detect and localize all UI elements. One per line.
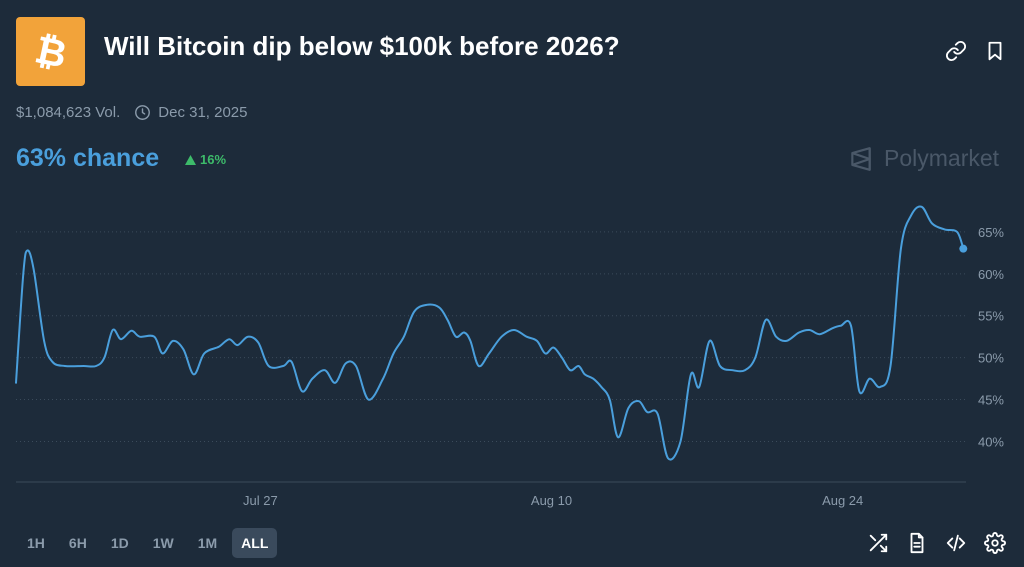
series-line	[15, 205, 965, 461]
brand-name: Polymarket	[884, 145, 1000, 171]
end-date-text: Dec 31, 2025	[158, 104, 248, 121]
x-tick-label: Aug 24	[822, 493, 863, 508]
volume-text: $1,084,623 Vol.	[16, 104, 121, 121]
shuffle-icon[interactable]	[867, 532, 889, 554]
polymarket-brand: Polymarket	[848, 145, 999, 172]
bookmark-icon[interactable]	[984, 40, 1006, 62]
embed-code-icon[interactable]	[945, 532, 967, 554]
polymarket-logo-icon	[851, 146, 871, 171]
timeframe-1w-button[interactable]: 1W	[152, 535, 174, 551]
timeframe-6h-button[interactable]: 6H	[68, 535, 87, 551]
timeframe-1h-button[interactable]: 1H	[27, 535, 45, 551]
bitcoin-icon: ₿	[31, 29, 70, 75]
market-title: Will Bitcoin dip below $100k before 2026…	[104, 31, 620, 61]
timeframe-selector: 1H 6H 1D 1W 1M ALL	[18, 528, 278, 558]
y-tick-label: 40%	[978, 434, 1004, 449]
change-value: 16%	[200, 152, 227, 167]
y-axis-ticks: 40% 45% 50% 55% 60% 65%	[978, 225, 1004, 450]
x-tick-label: Jul 27	[243, 493, 278, 508]
settings-icon[interactable]	[984, 532, 1006, 554]
y-tick-label: 45%	[978, 393, 1004, 408]
last-point	[959, 244, 968, 253]
document-icon[interactable]	[906, 532, 928, 554]
y-tick-label: 55%	[978, 309, 1004, 324]
market-meta: $1,084,623 Vol. Dec 31, 2025	[16, 104, 248, 121]
x-axis-ticks: Jul 27 Aug 10 Aug 24	[243, 493, 863, 508]
price-chart[interactable]: 40% 45% 50% 55% 60% 65% Jul 27 Aug 10 Aug 24	[0, 190, 1024, 520]
clock-icon	[135, 105, 151, 120]
x-tick-label: Aug 10	[531, 493, 572, 508]
y-tick-label: 60%	[978, 267, 1004, 282]
timeframe-all-button[interactable]: ALL	[232, 528, 278, 558]
y-tick-label: 65%	[978, 225, 1004, 240]
timeframe-1m-button[interactable]: 1M	[197, 535, 218, 551]
timeframe-1d-button[interactable]: 1D	[110, 535, 129, 551]
link-icon[interactable]	[945, 40, 967, 62]
chance-value: 63% chance	[16, 144, 160, 172]
bitcoin-logo: ₿	[16, 17, 85, 86]
grid-lines	[16, 231, 966, 442]
change-badge: 16%	[185, 152, 226, 167]
y-tick-label: 50%	[978, 351, 1004, 366]
svg-text:₿: ₿	[31, 29, 70, 75]
triangle-up-icon	[185, 154, 196, 165]
